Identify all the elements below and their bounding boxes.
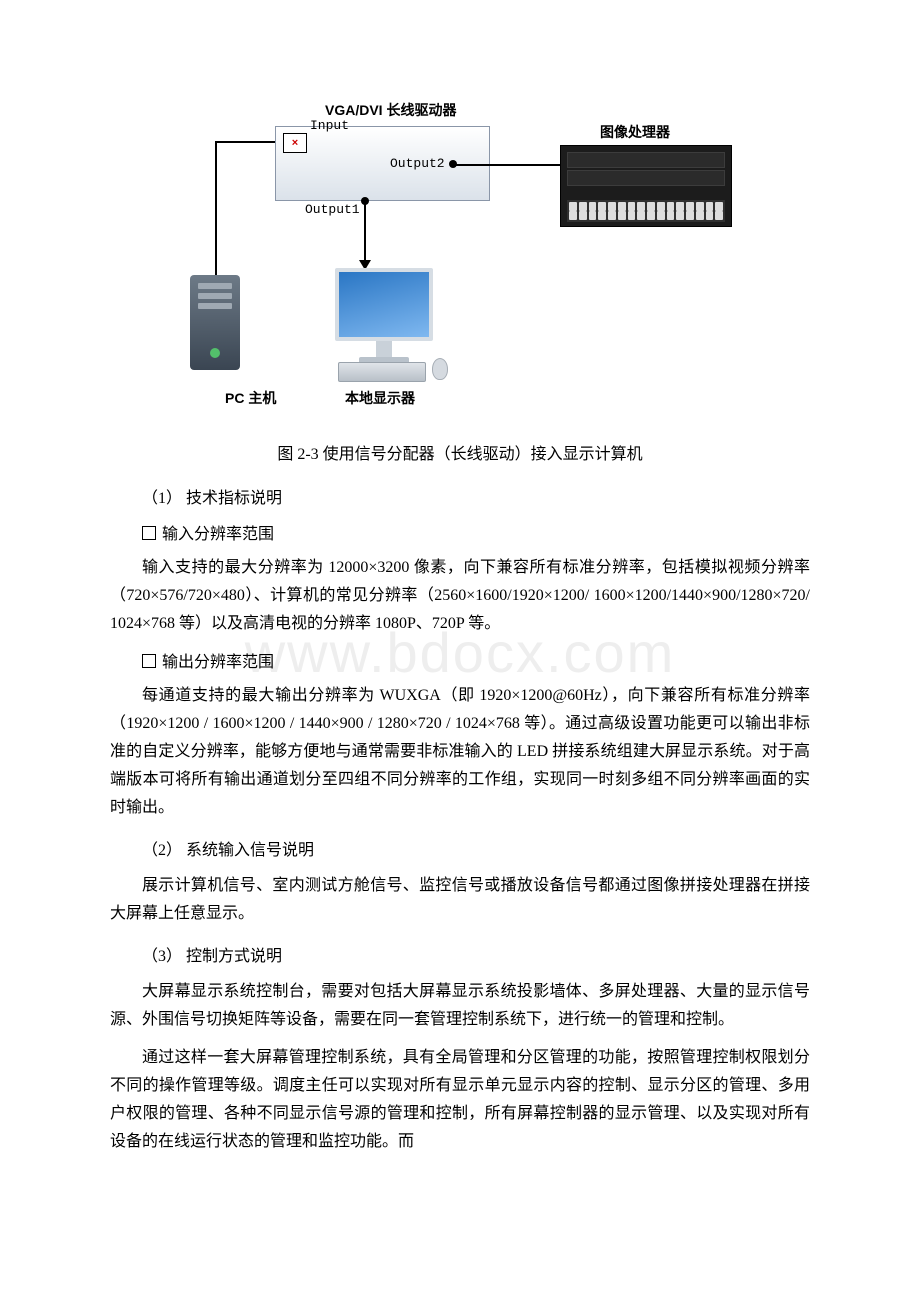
sub-input-res-heading: 输入分辨率范围 [110, 520, 810, 544]
para-section-2: 展示计算机信号、室内测试方舱信号、监控信号或播放设备信号都通过图像拼接处理器在拼… [110, 872, 810, 928]
wire-in-h [215, 141, 275, 143]
system-diagram: VGA/DVI 长线驱动器 × Input Output2 Output1 图像… [180, 100, 740, 410]
keyboard-icon [338, 362, 426, 382]
distributor-title: VGA/DVI 长线驱动器 [325, 100, 456, 120]
section-2-heading: （2） 系统输入信号说明 [110, 836, 810, 860]
para-section-3b: 通过这样一套大屏幕管理控制系统，具有全局管理和分区管理的功能，按照管理控制权限划… [110, 1044, 810, 1156]
input-port-label: Input [310, 118, 349, 133]
output1-label: Output1 [305, 202, 360, 217]
para-input-res: 输入支持的最大分辨率为 12000×3200 像素，向下兼容所有标准分辨率，包括… [110, 554, 810, 638]
pc-tower-icon [190, 275, 240, 370]
x-icon: × [292, 137, 298, 149]
para-output-res: 每通道支持的最大输出分辨率为 WUXGA（即 1920×1200@60Hz），向… [110, 682, 810, 822]
section-3-heading: （3） 控制方式说明 [110, 942, 810, 966]
wire-out2 [453, 164, 560, 166]
monitor-icon [335, 268, 433, 365]
input-port-box: × [283, 133, 307, 153]
section-1-heading: （1） 技术指标说明 [110, 484, 810, 508]
monitor-label: 本地显示器 [345, 388, 415, 408]
sub-output-res-heading: 输出分辨率范围 [110, 648, 810, 672]
document-page: www.bdocx.com VGA/DVI 长线驱动器 × Input Outp… [0, 0, 920, 1246]
sub-output-res-text: 输出分辨率范围 [162, 654, 274, 671]
processor-title: 图像处理器 [600, 122, 670, 142]
figure-caption: 图 2-3 使用信号分配器（长线驱动）接入显示计算机 [110, 440, 810, 464]
sub-input-res-text: 输入分辨率范围 [162, 526, 274, 543]
para-section-3a: 大屏幕显示系统控制台，需要对包括大屏幕显示系统投影墙体、多屏处理器、大量的显示信… [110, 978, 810, 1034]
mouse-icon [432, 358, 448, 380]
output2-label: Output2 [390, 156, 445, 171]
wire-out1-v [364, 201, 366, 263]
image-processor [560, 145, 732, 227]
pc-label: PC 主机 [225, 388, 276, 408]
wire-dot-out2 [449, 160, 457, 168]
